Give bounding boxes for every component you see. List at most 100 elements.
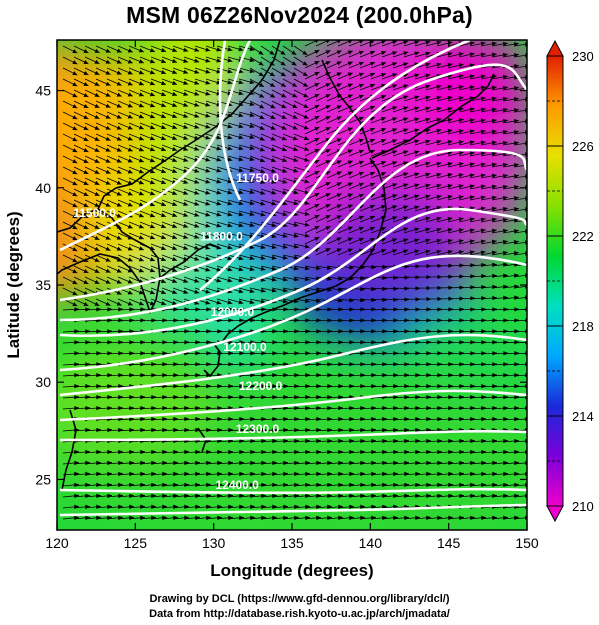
wind-arrow	[304, 318, 321, 323]
wind-arrow	[370, 40, 387, 47]
wind-arrow	[150, 78, 167, 86]
wind-arrow	[348, 237, 365, 245]
wind-arrow	[315, 248, 331, 256]
wind-arrow	[491, 41, 508, 47]
wind-arrow	[304, 93, 320, 102]
wind-arrow	[447, 96, 464, 102]
wind-arrow	[381, 139, 398, 146]
wind-arrow	[150, 298, 167, 306]
wind-arrow	[62, 232, 78, 241]
wind-arrow	[293, 210, 310, 216]
wind-arrow	[62, 67, 78, 76]
wind-arrow	[370, 128, 387, 135]
wind-arrow	[106, 221, 122, 229]
wind-arrow	[73, 166, 89, 175]
wind-arrow	[260, 78, 276, 88]
wind-arrow	[502, 307, 519, 312]
wind-arrow	[315, 215, 331, 223]
wind-arrow	[227, 166, 244, 173]
wind-arrow	[106, 340, 123, 345]
wind-arrow	[293, 144, 310, 151]
wind-arrow	[480, 118, 497, 124]
wind-arrow	[95, 155, 111, 163]
wind-arrow	[150, 144, 167, 152]
wind-arrow	[315, 329, 332, 334]
wind-arrow	[238, 133, 255, 140]
wind-arrow	[403, 183, 420, 190]
wind-arrow	[194, 188, 211, 195]
wind-arrow	[425, 117, 442, 124]
wind-arrow	[326, 307, 343, 312]
wind-arrow	[139, 362, 156, 367]
wind-arrow	[381, 238, 398, 245]
wind-arrow	[139, 45, 156, 53]
wind-arrow	[502, 207, 519, 212]
wind-arrow	[381, 150, 398, 157]
wind-arrow	[117, 276, 133, 284]
wind-arrow	[370, 62, 387, 69]
wind-arrow	[216, 67, 233, 74]
wind-arrow	[414, 172, 431, 179]
wind-arrow	[392, 362, 409, 367]
wind-arrow	[150, 340, 167, 345]
wind-arrow	[469, 173, 486, 179]
wind-arrow	[150, 100, 167, 108]
wind-arrow	[106, 188, 122, 196]
wind-arrow	[447, 107, 464, 113]
contour-label: 12200.0	[239, 379, 283, 393]
wind-arrow	[128, 221, 144, 229]
wind-arrow	[73, 122, 89, 131]
wind-arrow	[260, 318, 277, 323]
color-bar-tick-label: 230	[572, 49, 594, 64]
wind-arrow	[73, 45, 89, 54]
wind-arrow	[293, 67, 309, 77]
wind-arrow	[337, 72, 353, 80]
wind-arrow	[117, 340, 134, 345]
wind-arrow	[172, 188, 189, 195]
wind-arrow	[161, 67, 178, 74]
wind-arrow	[128, 111, 144, 119]
wind-arrow	[480, 129, 497, 135]
wind-arrow	[95, 177, 111, 185]
wind-arrow	[238, 254, 255, 261]
wind-arrow	[172, 307, 189, 312]
wind-arrow	[436, 362, 453, 367]
wind-arrow	[282, 67, 298, 77]
wind-arrow	[359, 329, 376, 334]
wind-arrow	[337, 226, 353, 234]
wind-arrow	[293, 232, 310, 238]
wind-arrow	[315, 265, 332, 271]
wind-arrow	[106, 45, 122, 53]
wind-arrow	[392, 275, 410, 280]
wind-arrow	[139, 287, 156, 295]
wind-arrow	[392, 249, 409, 256]
wind-arrow	[414, 40, 431, 47]
wind-arrow	[73, 100, 89, 109]
contour-label: 11500.0	[73, 206, 116, 220]
wind-arrow	[480, 195, 497, 201]
wind-arrow	[194, 133, 211, 140]
wind-arrow	[271, 362, 288, 367]
wind-arrow	[161, 89, 178, 96]
wind-arrow	[106, 177, 122, 185]
wind-arrow	[128, 351, 145, 356]
wind-arrow	[227, 45, 244, 52]
color-bar-tick-label: 214	[572, 409, 594, 424]
wind-arrow	[216, 188, 233, 195]
wind-arrow	[183, 100, 200, 107]
wind-arrow	[271, 56, 286, 66]
wind-arrow	[106, 232, 122, 240]
wind-arrow	[359, 215, 376, 223]
wind-arrow	[260, 67, 275, 77]
wind-arrow	[139, 111, 156, 119]
wind-arrow	[337, 307, 354, 312]
wind-arrow	[315, 362, 332, 367]
wind-arrow	[315, 318, 332, 323]
wind-arrow	[172, 155, 189, 162]
wind-arrow	[381, 194, 398, 201]
wind-arrow	[469, 307, 486, 312]
wind-arrow	[183, 188, 200, 195]
wind-arrow	[392, 62, 409, 69]
wind-arrow	[161, 45, 178, 52]
wind-arrow	[414, 150, 431, 157]
